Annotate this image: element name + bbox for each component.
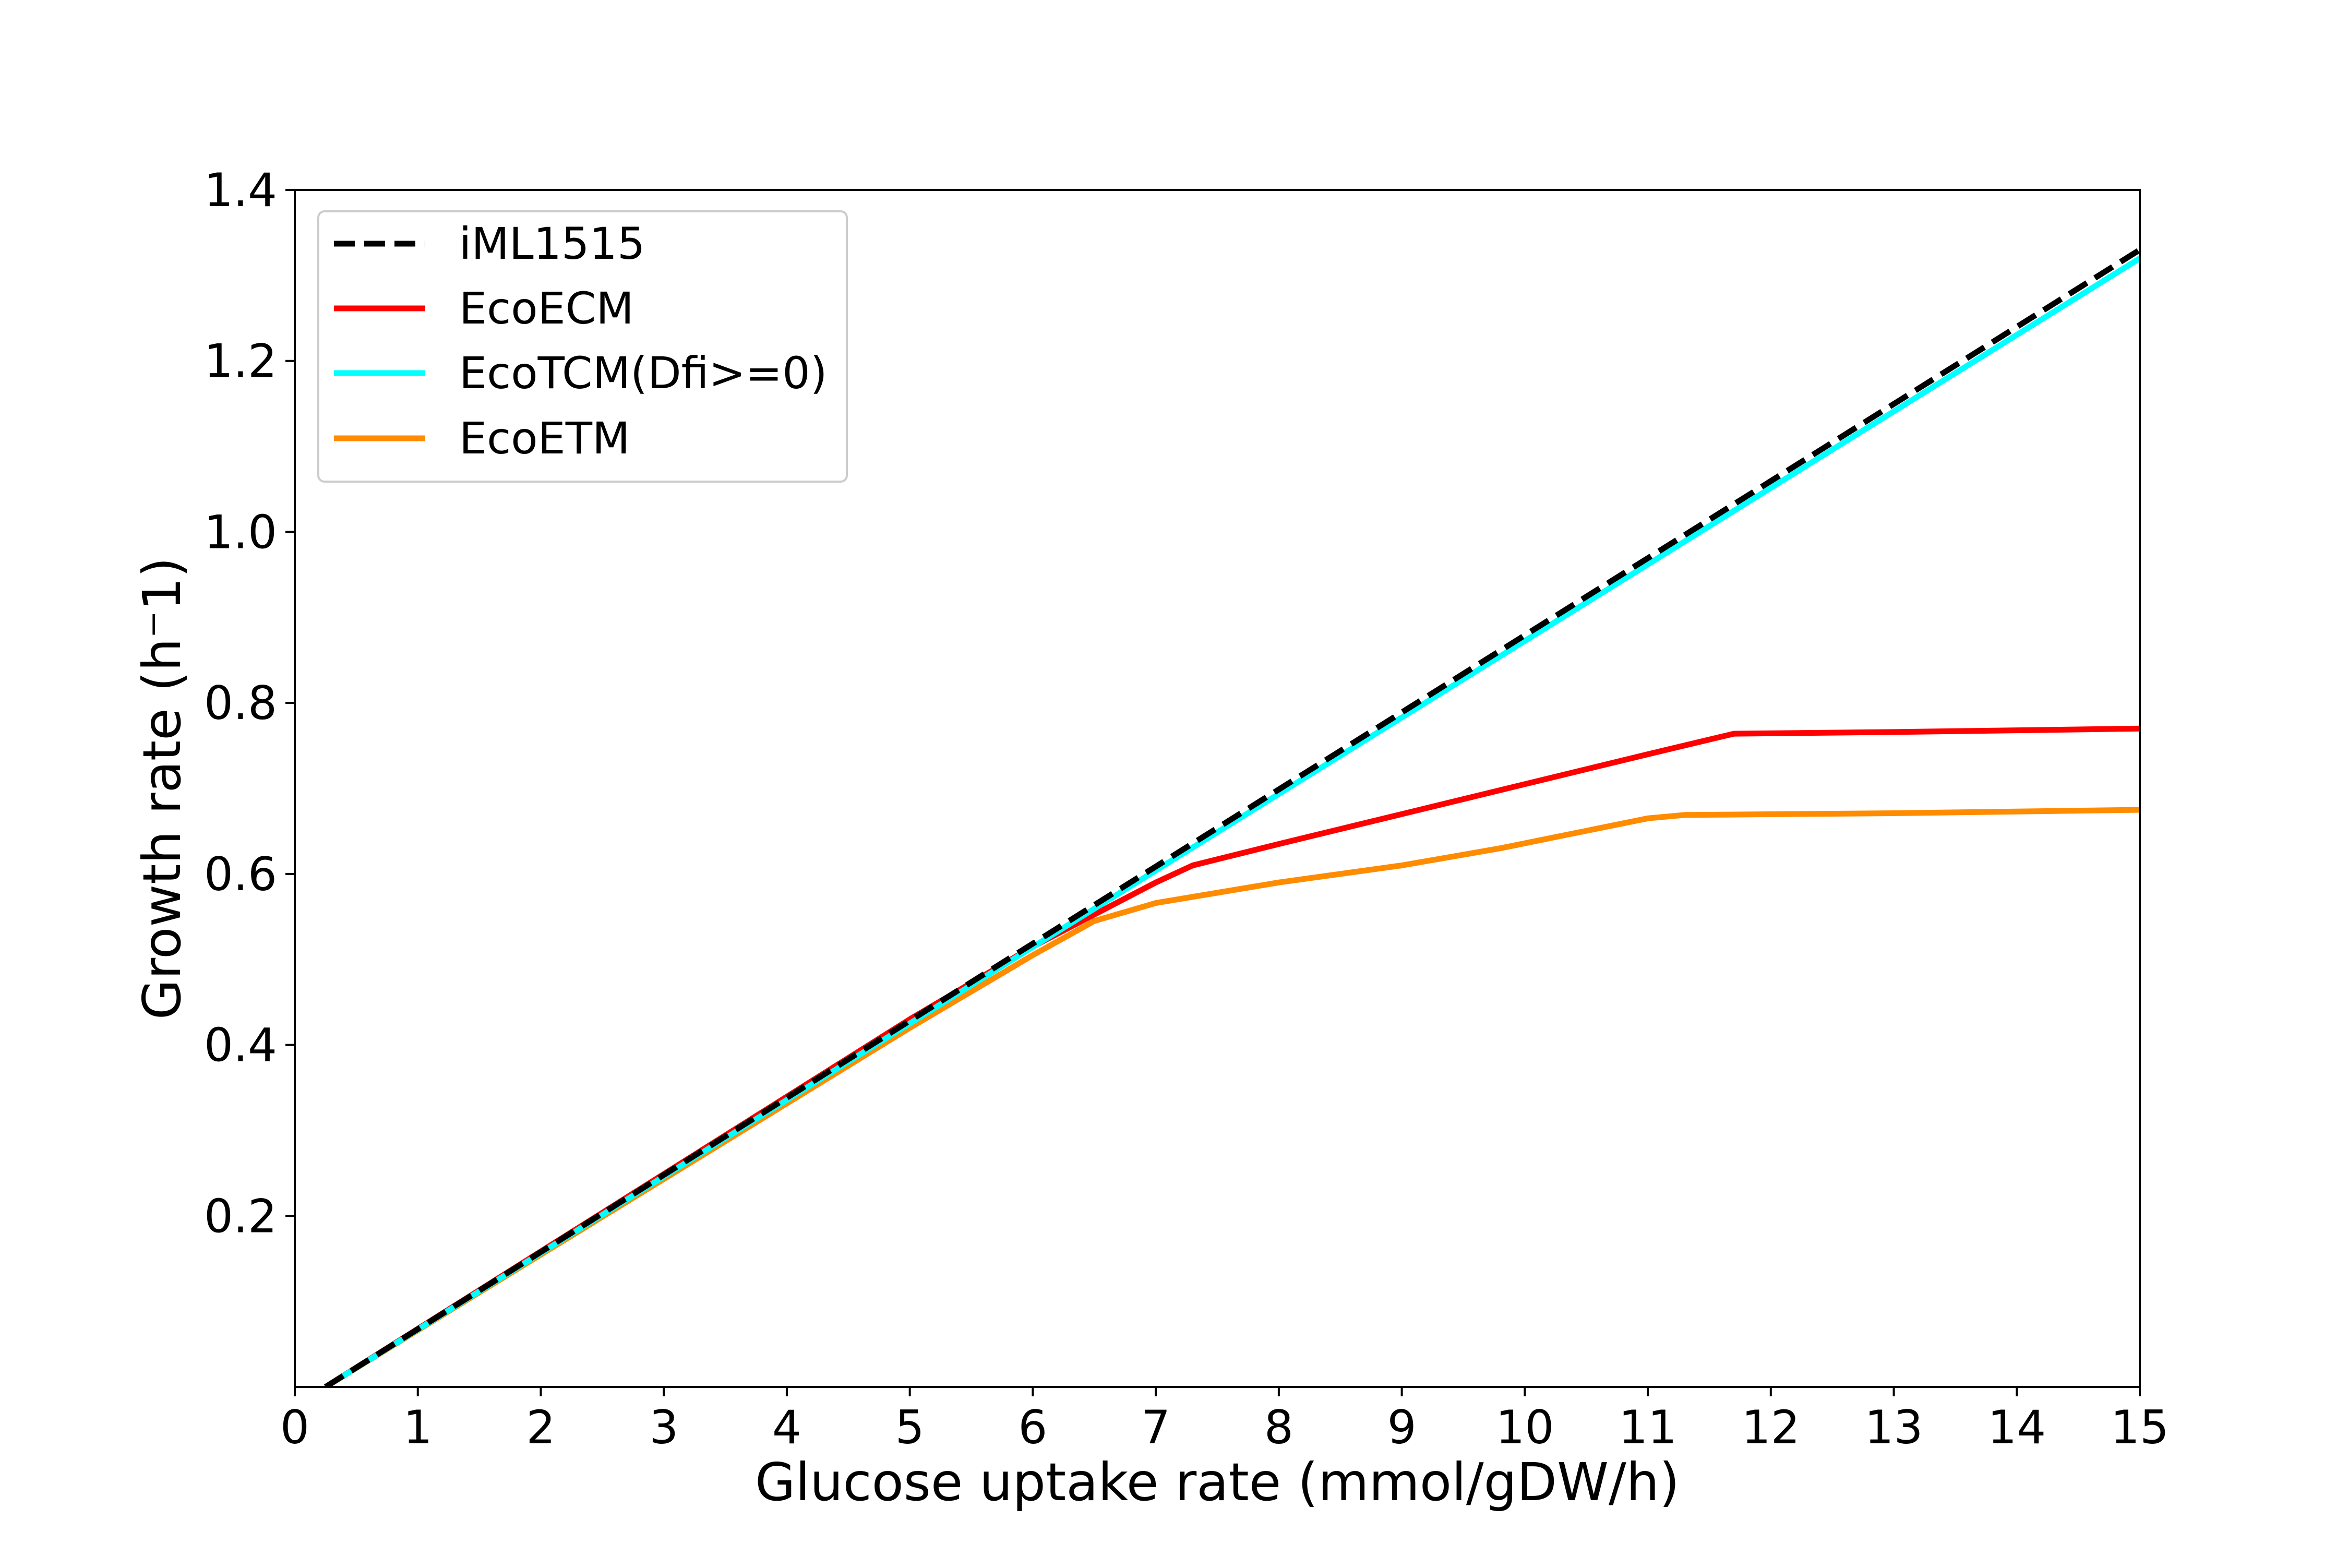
x-tick-label: 12 xyxy=(1742,1401,1800,1454)
legend-label: EcoETM xyxy=(459,413,630,464)
series-line-iml1515 xyxy=(324,247,2140,1387)
legend-label: iML1515 xyxy=(459,218,645,269)
series-layer xyxy=(324,247,2140,1387)
x-axis-label: Glucose uptake rate (mmol/gDW/h) xyxy=(755,1452,1680,1513)
x-tick-label: 2 xyxy=(526,1401,555,1454)
legend: iML1515 EcoECM EcoTCM(Dfi>=0) EcoETM xyxy=(317,210,848,483)
legend-label: EcoECM xyxy=(459,283,634,334)
x-tick-label: 5 xyxy=(895,1401,925,1454)
x-tick-label: 7 xyxy=(1141,1401,1170,1454)
x-tick-label: 8 xyxy=(1264,1401,1293,1454)
x-tick-label: 6 xyxy=(1018,1401,1047,1454)
series-line-ecoetm xyxy=(324,807,2140,1387)
x-tick-label: 9 xyxy=(1387,1401,1417,1454)
y-tick-label: 0.8 xyxy=(204,676,277,730)
x-tick-label: 10 xyxy=(1495,1401,1554,1454)
y-tick-label: 0.6 xyxy=(204,847,277,901)
ticks-layer: 0 1 2 3 4 5 6 7 8 9 10 11 12 13 14 150.20.40.60.81.01.2… xyxy=(204,163,2169,1454)
plot-frame xyxy=(294,189,2141,1388)
y-tick-label: 1.2 xyxy=(204,334,277,388)
y-axis-label: Growth rate (h⁻1) xyxy=(131,557,193,1020)
y-tick-label: 0.2 xyxy=(204,1189,277,1243)
x-tick-label: 0 xyxy=(280,1401,309,1454)
y-tick-label: 0.4 xyxy=(204,1019,277,1072)
series-line-ecotcm-dfi-0 xyxy=(324,256,2140,1387)
x-tick-label: 11 xyxy=(1619,1401,1677,1454)
x-tick-label: 4 xyxy=(772,1401,801,1454)
legend-label: EcoTCM(Dfi>=0) xyxy=(459,348,828,399)
y-tick-label: 1.4 xyxy=(204,163,277,217)
legend-box xyxy=(317,210,848,483)
x-tick-label: 14 xyxy=(1987,1401,2046,1454)
x-tick-label: 1 xyxy=(403,1401,433,1454)
x-tick-label: 15 xyxy=(2111,1401,2169,1454)
x-tick-label: 13 xyxy=(1865,1401,1923,1454)
y-tick-label: 1.0 xyxy=(204,505,277,559)
x-tick-label: 3 xyxy=(649,1401,678,1454)
